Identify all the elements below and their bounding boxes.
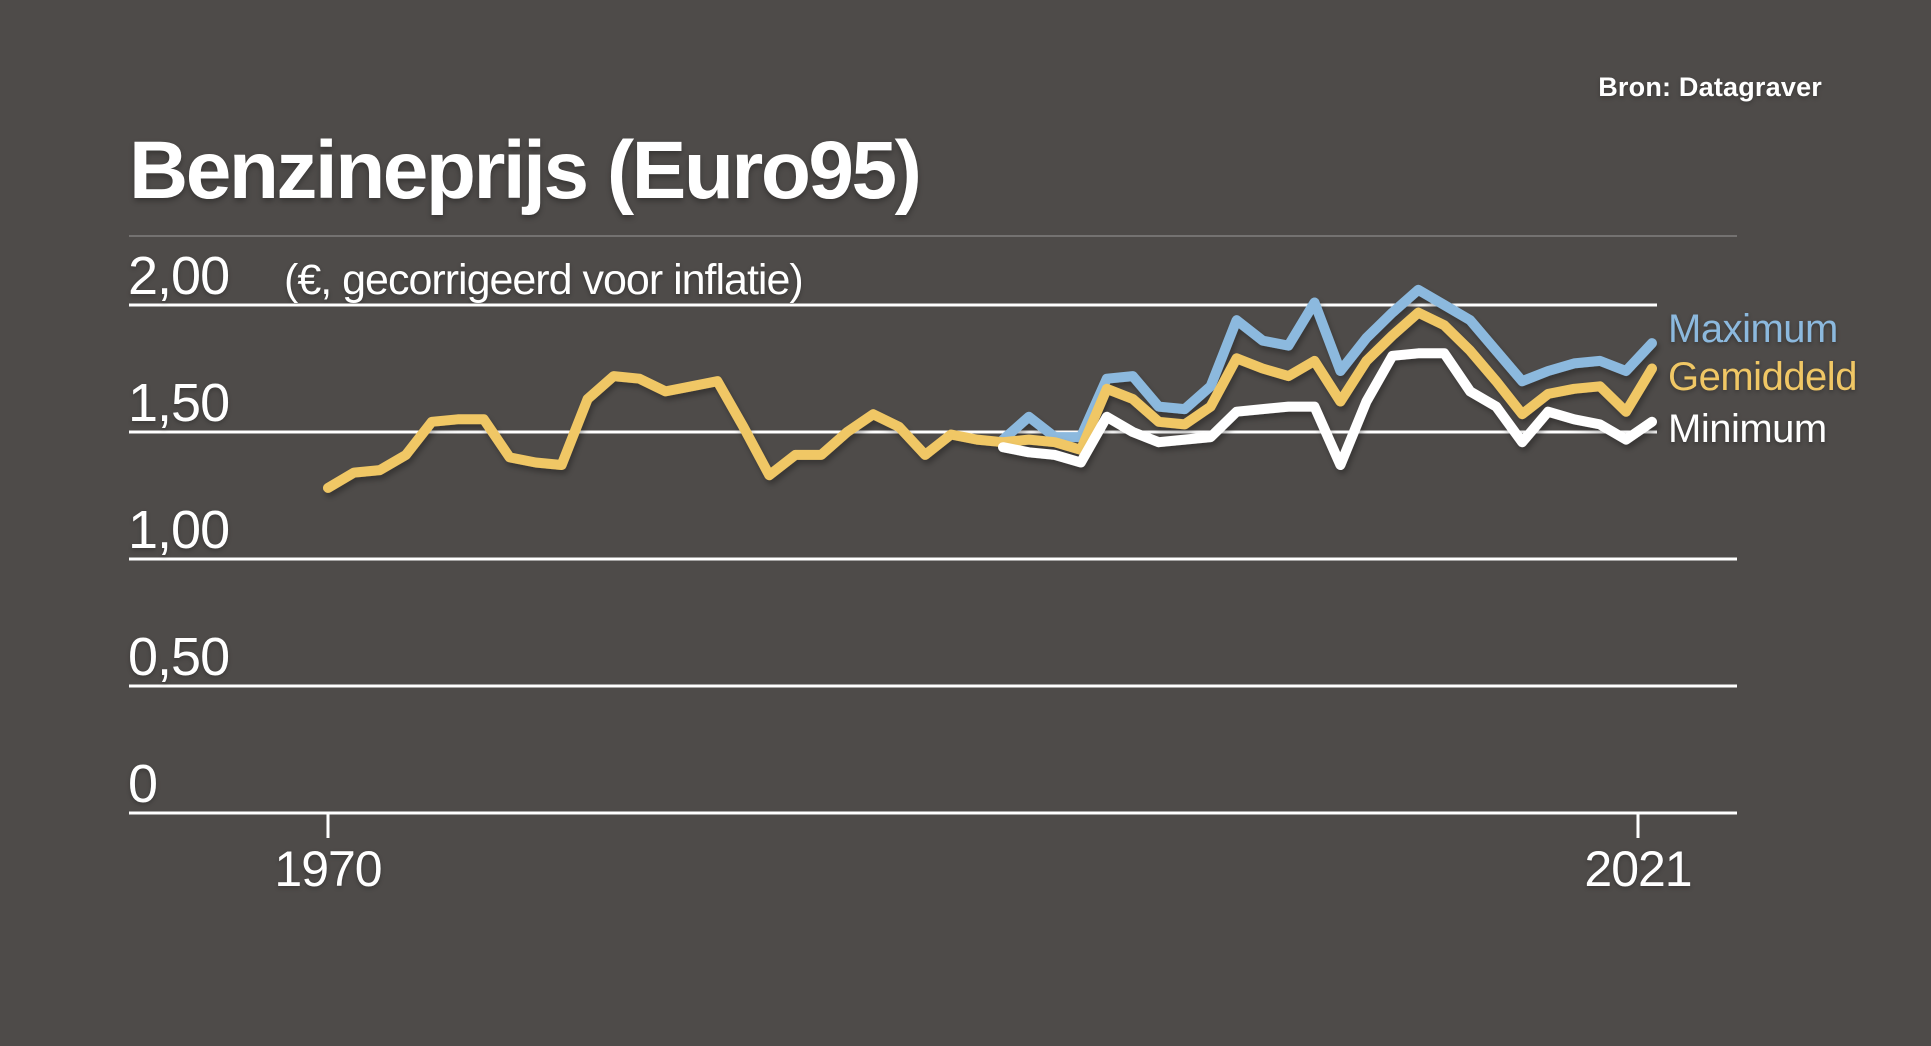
series-line-gemiddeld — [323, 307, 1657, 493]
legend-label-maximum: Maximum — [1668, 307, 1838, 351]
legend-label-minimum: Minimum — [1668, 407, 1827, 451]
series-line-maximum — [998, 284, 1657, 445]
x-axis-label-2021: 2021 — [1584, 841, 1692, 897]
series-line-minimum — [998, 348, 1657, 470]
page-title: Benzineprijs (Euro95) — [129, 125, 922, 216]
y-axis-label-1,50: 1,50 — [128, 373, 230, 433]
x-axis-label-1970: 1970 — [274, 841, 382, 897]
legend-label-gemiddeld: Gemiddeld — [1668, 355, 1857, 399]
y-axis-label-2,00: 2,00 — [128, 246, 230, 306]
y-axis-label-0: 0 — [128, 754, 158, 814]
y-axis-label-1,00: 1,00 — [128, 500, 230, 560]
source-credit: Bron: Datagraver — [1598, 72, 1822, 102]
chart-subtitle: (€, gecorrigeerd voor inflatie) — [284, 256, 804, 304]
y-axis-label-0,50: 0,50 — [128, 627, 230, 687]
